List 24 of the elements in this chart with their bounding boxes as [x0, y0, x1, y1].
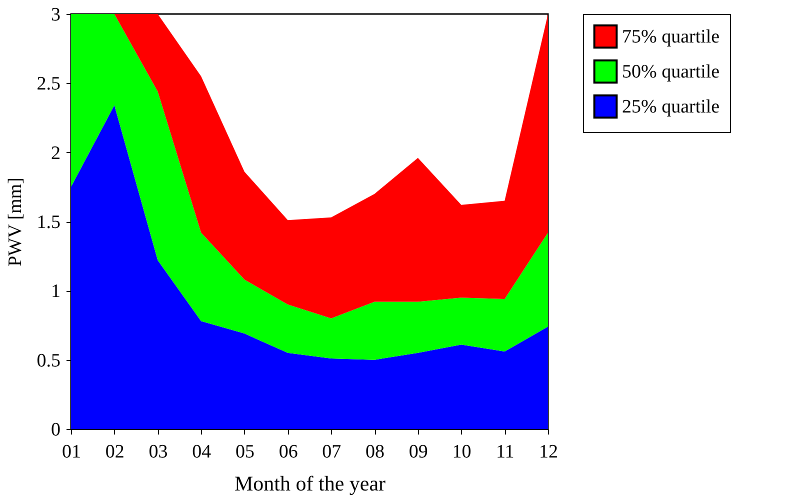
y-tick-label: 1.5	[36, 212, 60, 233]
x-tick-label: 11	[496, 442, 514, 462]
legend-label: 50% quartile	[622, 62, 720, 82]
y-axis-title: PWV [mm]	[4, 178, 26, 266]
x-tick-label: 01	[62, 442, 81, 462]
x-tick-label: 08	[366, 442, 385, 462]
x-tick-label: 04	[192, 442, 212, 462]
x-tick-label: 09	[408, 442, 428, 462]
legend-label: 75% quartile	[622, 26, 720, 48]
x-tick-label: 12	[539, 442, 558, 462]
y-tick-label: 0.5	[36, 350, 60, 372]
y-tick-label: 2.5	[36, 74, 60, 95]
x-tick-label: 03	[148, 442, 168, 462]
legend-label: 25% quartile	[622, 96, 720, 118]
x-tick-label: 07	[322, 442, 342, 462]
x-axis-title: Month of the year	[234, 472, 386, 496]
y-tick-label: 0	[51, 420, 60, 440]
x-tick-label: 05	[235, 442, 254, 462]
y-tick-label: 1	[51, 281, 60, 302]
y-tick-label: 3	[51, 4, 60, 26]
x-tick-label: 06	[278, 442, 298, 462]
y-tick-label: 2	[51, 142, 60, 164]
x-tick-label: 10	[452, 442, 472, 462]
x-tick-label: 02	[105, 442, 124, 462]
